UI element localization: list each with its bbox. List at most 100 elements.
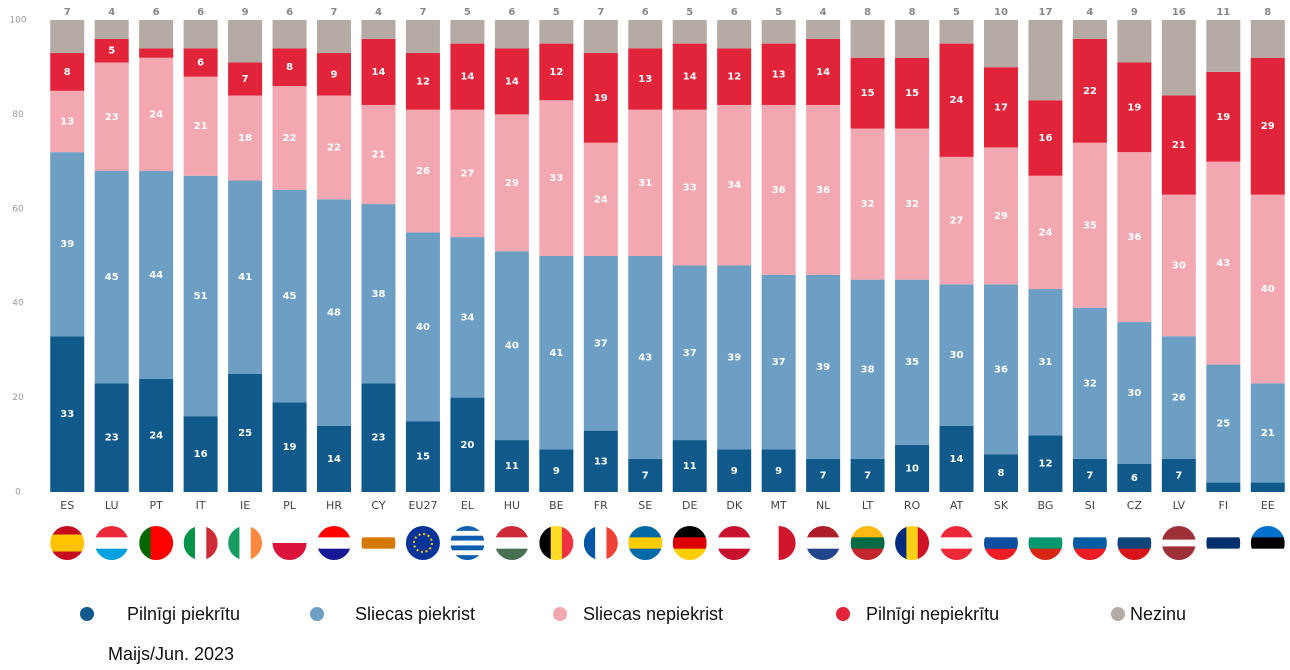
y-tick-label: 20 [12,393,24,403]
data-label: 39 [727,352,741,363]
x-tick-label: EL [461,499,475,512]
data-label: 33 [60,409,74,420]
x-tick-label: MT [771,499,787,512]
flag-stripe [939,548,974,560]
bar-segment [761,274,796,450]
data-label: 26 [416,166,430,177]
flag-stripe [906,526,919,560]
bar-segment [539,449,574,492]
x-tick-label: NL [816,499,831,512]
bar-segment [628,109,663,257]
flag-stripe [672,526,707,538]
flag-stripe [1161,539,1196,547]
bar-segment [94,383,129,492]
data-label: 36 [772,185,786,196]
data-label: 39 [816,362,830,373]
flag-stripe [317,537,352,550]
flag [361,526,396,560]
bar-segment [939,284,974,426]
bar-segment [272,402,307,492]
bar-segment [939,20,974,44]
flag-stripe [1161,553,1196,560]
data-label: 36 [1127,232,1141,243]
data-label: 9 [242,7,249,18]
bar-segment [50,20,85,54]
data-label: 24 [594,194,608,205]
flag-stripe [983,537,1018,550]
data-label: 41 [238,272,252,283]
bar-segment [494,114,529,252]
bar-segment [50,336,85,492]
flag [1072,526,1107,560]
bar-segment [628,48,663,110]
bar-segment [450,20,485,44]
flag-stripe [672,548,707,560]
data-label: 14 [683,72,697,83]
data-label: 13 [594,456,608,467]
flag [983,526,1018,560]
bar-segment [94,62,129,172]
bar-segment [405,421,440,492]
bar-segment [672,109,707,266]
flag-stripe [628,537,663,550]
data-label: 30 [1172,260,1186,271]
flag-stripe [983,548,1018,560]
flag-stripe [1028,548,1063,560]
bar-segment [228,374,263,492]
legend-label: Sliecas nepiekrist [583,604,723,624]
data-label: 36 [994,364,1008,375]
flag-stripe [628,526,663,538]
bar-segment [139,378,174,492]
flag [228,526,263,560]
data-label: 12 [1038,459,1052,470]
flag-stripe [539,526,552,560]
bar-segment [228,20,263,63]
data-label: 18 [238,133,252,144]
flag-stripe [583,526,596,560]
flag-stripe [550,526,563,560]
bar-segment [761,449,796,492]
flag [583,526,618,560]
data-label: 45 [105,272,119,283]
flag-stripe [272,543,307,560]
x-tick-label: BG [1038,499,1054,512]
x-tick-label: SI [1085,499,1095,512]
data-label: 8 [997,468,1004,479]
data-label: 14 [816,67,830,78]
data-label: 40 [505,341,519,352]
data-label: 14 [372,67,386,78]
bar-segment [895,444,930,492]
bar-segment [228,62,263,96]
flag-stripe [450,535,485,542]
flag-stripe [939,526,974,538]
x-tick-label: IE [240,499,250,512]
flag-stripe [450,540,485,546]
flag-stripe [494,526,529,538]
data-label: 9 [1131,7,1138,18]
flag [1161,526,1196,560]
flag [895,526,930,560]
flag [672,526,707,560]
flag-stripe [717,537,752,550]
flag-stripe [606,526,618,560]
bar-segment [1117,20,1152,63]
flag-stripe [450,530,485,537]
data-label: 29 [994,211,1008,222]
data-label: 8 [864,7,871,18]
data-label: 9 [553,466,560,477]
legend-label: Pilnīgi piekrītu [127,604,240,624]
data-label: 7 [820,470,827,481]
data-label: 6 [731,7,738,18]
data-label: 19 [1127,102,1141,113]
flag [317,526,352,560]
bar-segment [1206,364,1241,483]
flag [806,526,841,560]
bar-segment [895,20,930,58]
data-label: 24 [149,430,163,441]
data-label: 8 [64,67,71,78]
data-label: 22 [283,133,297,144]
bar-segment [672,20,707,44]
data-label: 33 [683,183,697,194]
bar-segment [50,53,85,91]
bar-segment [94,171,129,384]
